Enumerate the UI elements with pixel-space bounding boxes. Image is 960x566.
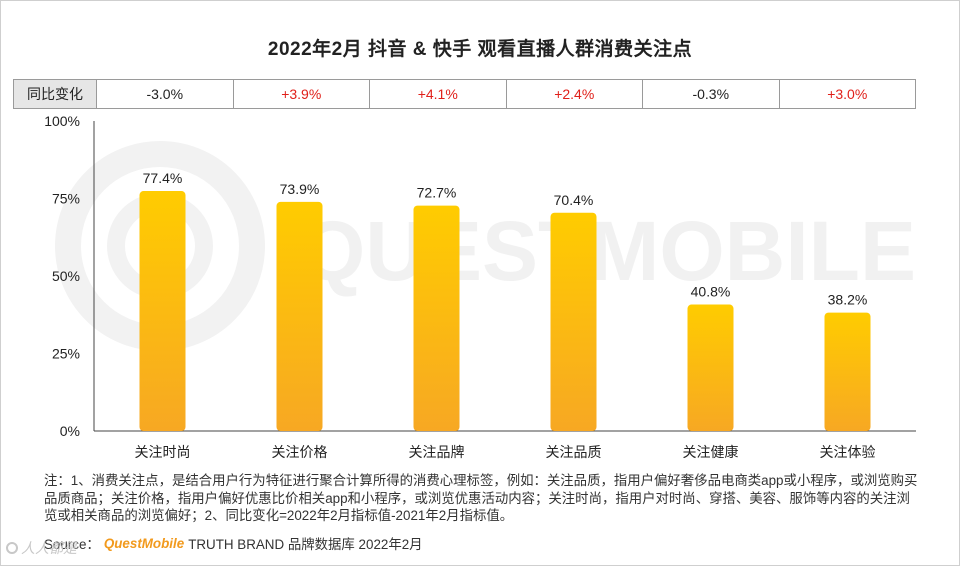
- yoy-change-cell: +3.9%: [234, 80, 370, 108]
- bar-6: [824, 312, 871, 431]
- yoy-change-cell: +3.0%: [827, 86, 868, 102]
- y-tick-label: 100%: [44, 113, 80, 129]
- x-tick-label: 关注体验: [820, 444, 876, 460]
- source-suffix: TRUTH BRAND 品牌数据库 2022年2月: [188, 537, 423, 552]
- y-tick-label: 75%: [52, 191, 80, 207]
- bar-chart: QUESTMOBILE 0% 25% 50% 75% 100% 77.4% 关注时尚 73.…: [44, 113, 916, 460]
- bottom-watermark-text: 人人都是: [21, 540, 77, 556]
- source-line: Source： QuestMobile TRUTH BRAND 品牌数据库 20…: [44, 533, 423, 553]
- bar-2: [276, 201, 323, 431]
- data-label: 73.9%: [280, 181, 320, 197]
- y-tick-label: 0%: [60, 423, 80, 439]
- x-tick-label: 关注品质: [546, 444, 602, 460]
- x-tick-label: 关注时尚: [135, 444, 191, 460]
- data-label: 70.4%: [554, 192, 594, 208]
- bar-5: [687, 304, 734, 431]
- x-tick-label: 关注健康: [683, 444, 739, 460]
- yoy-change-cell: +4.1%: [370, 80, 507, 108]
- watermark-text: QUESTMOBILE: [300, 204, 916, 298]
- bar-3: [413, 205, 460, 431]
- footnote: 注：1、消费关注点，是结合用户行为特征进行聚合计算所得的消费心理标签，例如：关注…: [44, 473, 918, 523]
- yoy-change-label: 同比变化: [14, 80, 97, 108]
- watermark-logo-icon: [6, 542, 18, 554]
- data-label: 72.7%: [417, 185, 457, 201]
- yoy-change-cell: +2.4%: [507, 80, 643, 108]
- bar-4: [550, 212, 597, 431]
- yoy-change-cell: -0.3%: [643, 80, 780, 108]
- yoy-change-row: 同比变化 -3.0% +3.9% +4.1% +2.4% -0.3% +3.0%: [13, 79, 916, 109]
- data-label: 38.2%: [828, 292, 868, 308]
- chart-title: 2022年2月 抖音 & 快手 观看直播人群消费关注点: [267, 39, 693, 60]
- bar-1: [139, 191, 186, 431]
- source-prefix: Source：: [44, 537, 100, 552]
- y-tick-label: 25%: [52, 346, 80, 362]
- data-label: 77.4%: [143, 170, 183, 186]
- x-tick-label: 关注品牌: [409, 444, 465, 460]
- source-brand-logo: QuestMobile: [103, 535, 185, 551]
- yoy-change-cell: -3.0%: [97, 80, 234, 108]
- bottom-watermark: 人人都是: [6, 538, 77, 558]
- watermark: QUESTMOBILE: [55, 141, 916, 351]
- y-tick-label: 50%: [52, 268, 80, 284]
- x-tick-label: 关注价格: [272, 444, 328, 460]
- data-label: 40.8%: [691, 284, 731, 300]
